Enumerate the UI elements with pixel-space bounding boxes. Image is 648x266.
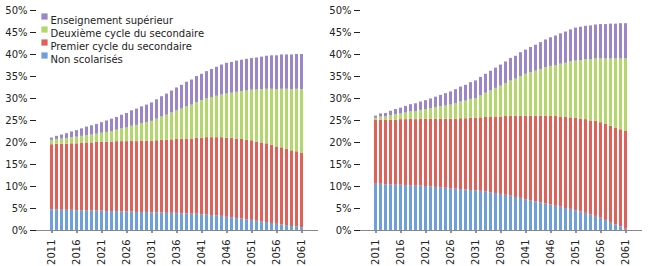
svg-text:2051: 2051	[570, 240, 581, 265]
svg-text:2031: 2031	[470, 240, 481, 265]
svg-text:50%: 50%	[329, 5, 351, 16]
svg-text:0%: 0%	[336, 225, 352, 236]
svg-text:2021: 2021	[420, 240, 431, 265]
svg-text:2036: 2036	[495, 240, 506, 265]
svg-text:5%: 5%	[336, 203, 352, 214]
svg-text:2041: 2041	[520, 240, 531, 265]
svg-text:10%: 10%	[5, 181, 27, 192]
svg-text:15%: 15%	[329, 159, 351, 170]
svg-text:35%: 35%	[5, 71, 27, 82]
svg-text:2056: 2056	[271, 240, 282, 265]
svg-text:35%: 35%	[329, 71, 351, 82]
svg-text:20%: 20%	[329, 137, 351, 148]
svg-text:40%: 40%	[329, 49, 351, 60]
svg-text:2061: 2061	[620, 240, 631, 265]
svg-text:Non scolarisés: Non scolarisés	[51, 54, 123, 65]
svg-text:Deuxième cycle du secondaire: Deuxième cycle du secondaire	[51, 28, 205, 39]
svg-text:45%: 45%	[329, 27, 351, 38]
svg-text:2046: 2046	[545, 240, 556, 265]
svg-text:15%: 15%	[5, 159, 27, 170]
svg-text:Premier cycle du secondaire: Premier cycle du secondaire	[51, 41, 192, 52]
svg-text:2016: 2016	[395, 240, 406, 265]
svg-text:30%: 30%	[5, 93, 27, 104]
svg-text:2036: 2036	[171, 240, 182, 265]
svg-text:2021: 2021	[96, 240, 107, 265]
svg-text:2011: 2011	[46, 240, 57, 265]
svg-text:5%: 5%	[12, 203, 28, 214]
svg-text:0%: 0%	[12, 225, 28, 236]
svg-text:40%: 40%	[5, 49, 27, 60]
svg-text:2061: 2061	[296, 240, 307, 265]
svg-text:20%: 20%	[5, 137, 27, 148]
svg-text:2026: 2026	[445, 240, 456, 265]
svg-text:2056: 2056	[595, 240, 606, 265]
svg-text:Enseignement supérieur: Enseignement supérieur	[51, 15, 174, 26]
svg-text:10%: 10%	[329, 181, 351, 192]
svg-text:30%: 30%	[329, 93, 351, 104]
svg-text:2041: 2041	[196, 240, 207, 265]
svg-text:2011: 2011	[370, 240, 381, 265]
svg-text:2031: 2031	[146, 240, 157, 265]
svg-text:2051: 2051	[246, 240, 257, 265]
svg-text:45%: 45%	[5, 27, 27, 38]
svg-text:2026: 2026	[121, 240, 132, 265]
svg-text:2016: 2016	[71, 240, 82, 265]
svg-text:25%: 25%	[5, 115, 27, 126]
svg-text:2046: 2046	[221, 240, 232, 265]
svg-text:25%: 25%	[329, 115, 351, 126]
svg-text:50%: 50%	[5, 5, 27, 16]
